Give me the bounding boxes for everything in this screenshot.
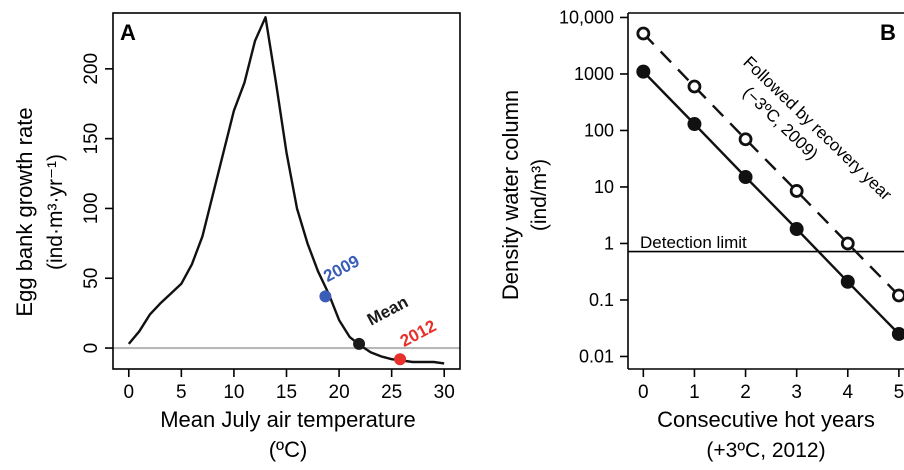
x-tick-label: 30 <box>434 382 455 403</box>
point-label-2009: 2009 <box>320 251 362 286</box>
series-group <box>636 26 904 341</box>
filled-point <box>738 170 753 185</box>
filled-point <box>636 64 651 79</box>
open-point <box>891 288 904 303</box>
y-tick-label: 10,000 <box>559 7 614 27</box>
open-point <box>789 184 804 198</box>
y-tick-label: 200 <box>81 53 102 85</box>
open-point <box>636 26 651 41</box>
point-label-mean: Mean <box>364 292 411 329</box>
open-point <box>738 132 753 147</box>
point-2009 <box>319 290 332 303</box>
y-axis-label: Density water column <box>498 90 523 300</box>
y-tick-label: 100 <box>584 120 614 140</box>
plot-frame <box>112 12 461 370</box>
y-tick-label: 50 <box>81 268 102 289</box>
x-tick-label: 0 <box>638 382 649 403</box>
y-tick-label: 150 <box>81 123 102 155</box>
x-ticks: 0 5 10 15 20 25 30 <box>123 369 455 403</box>
x-tick-label: 3 <box>791 382 802 403</box>
y-tick-label: 100 <box>81 193 102 225</box>
y-axis-unit: (ind/m³) <box>528 159 551 231</box>
panel-b: B Detection limit Followed by recovery y… <box>498 7 904 462</box>
x-tick-label: 20 <box>329 382 350 403</box>
annotation-line-1: Followed by recovery year <box>739 53 895 205</box>
filled-point <box>891 326 904 341</box>
x-tick-label: 1 <box>689 382 700 403</box>
y-tick-label: 0 <box>81 343 102 354</box>
x-tick-label: 4 <box>842 382 853 403</box>
x-tick-label: 5 <box>894 382 904 403</box>
series-line-dashed <box>642 32 900 297</box>
panel-label: A <box>120 20 136 45</box>
panel-label: B <box>880 20 896 45</box>
open-point <box>687 79 702 94</box>
y-tick-label: 1000 <box>574 64 614 84</box>
filled-point <box>789 222 804 237</box>
y-ticks: 0 50 100 150 200 <box>81 53 113 353</box>
y-tick-label: 0.01 <box>579 346 614 366</box>
filled-point <box>687 117 702 132</box>
x-axis-label: Consecutive hot years <box>657 407 875 432</box>
x-tick-label: 15 <box>276 382 297 403</box>
point-mean <box>353 337 366 350</box>
x-tick-label: 10 <box>223 382 244 403</box>
y-tick-label: 10 <box>594 177 614 197</box>
curve-group <box>127 16 445 365</box>
x-axis-label: Mean July air temperature <box>160 407 416 432</box>
x-axis-unit: (ºC) <box>269 437 308 462</box>
x-tick-label: 5 <box>176 382 187 403</box>
x-tick-label: 0 <box>123 382 134 403</box>
point-label-2012: 2012 <box>397 316 439 351</box>
series-line-solid <box>642 70 900 335</box>
x-ticks: 0 1 2 3 4 5 <box>638 369 904 403</box>
x-axis-unit: (+3ºC, 2012) <box>706 439 825 462</box>
detection-limit-label: Detection limit <box>640 233 747 252</box>
point-2012 <box>394 353 407 366</box>
y-tick-label: 1 <box>604 233 614 253</box>
growth-curve <box>127 16 445 365</box>
open-point <box>840 236 855 251</box>
x-tick-label: 2 <box>740 382 751 403</box>
y-axis-label: Egg bank growth rate <box>12 107 37 316</box>
filled-point <box>840 274 855 289</box>
y-tick-label: 0.1 <box>589 290 614 310</box>
y-ticks: 0.01 0.1 1 10 100 1000 10,000 <box>559 7 628 366</box>
x-tick-label: 25 <box>381 382 402 403</box>
y-axis-unit: (ind·m³·yr⁻¹) <box>44 154 67 270</box>
